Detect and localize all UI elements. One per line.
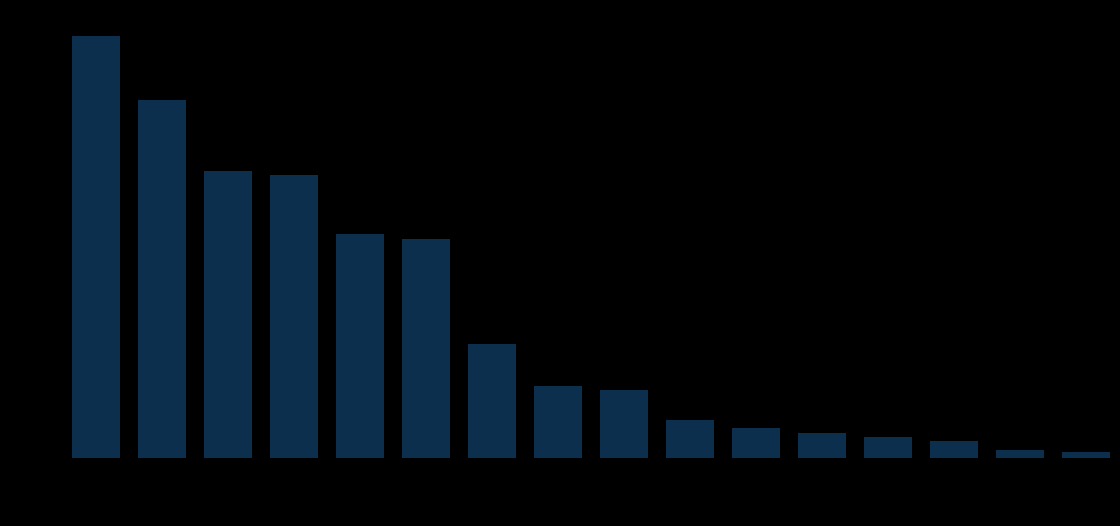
- bar: [1062, 452, 1110, 458]
- bar: [864, 437, 912, 458]
- bar: [138, 100, 186, 458]
- bar: [402, 239, 450, 458]
- bar: [600, 390, 648, 458]
- bar: [666, 420, 714, 458]
- bar: [204, 171, 252, 458]
- bar: [930, 441, 978, 458]
- bar: [336, 234, 384, 458]
- bar: [72, 36, 120, 458]
- bar: [468, 344, 516, 458]
- bar-chart: [0, 0, 1120, 526]
- bar: [996, 450, 1044, 458]
- bar: [798, 433, 846, 458]
- bar: [270, 175, 318, 458]
- bar: [534, 386, 582, 458]
- bar: [732, 428, 780, 458]
